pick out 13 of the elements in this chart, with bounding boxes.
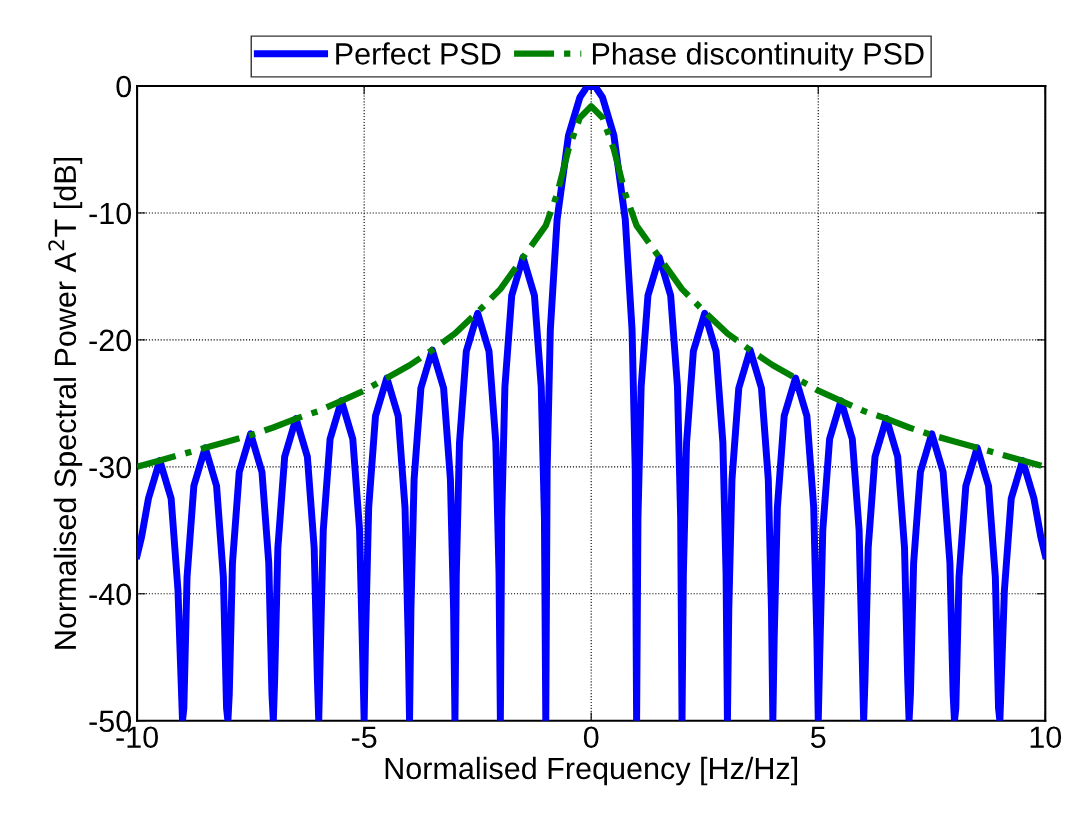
legend-label: Phase discontinuity PSD [592, 42, 924, 71]
x-tick-label: 0 [583, 726, 599, 749]
y-tick-label: -40 [89, 583, 132, 606]
legend-label: Perfect PSD [336, 42, 501, 65]
y-tick-label: 0 [116, 75, 132, 98]
y-tick-label: -20 [89, 329, 132, 352]
x-tick-label: 10 [1030, 726, 1062, 749]
y-axis-title: Normalised Spectral Power A$^{2}$T [dB] [48, 158, 83, 649]
y-tick-label: -30 [89, 456, 132, 479]
x-tick-label: -5 [351, 726, 377, 749]
y-tick-label: -10 [89, 202, 132, 225]
x-tick-label: 5 [810, 726, 826, 749]
x-axis-title: Normalised Frequency [Hz/Hz] [385, 756, 798, 786]
